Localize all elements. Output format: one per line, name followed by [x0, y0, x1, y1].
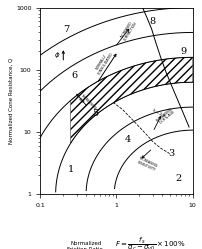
Text: NORMALLY
CONSOLIDATED: NORMALLY CONSOLIDATED: [93, 50, 114, 76]
Text: 1: 1: [67, 165, 74, 174]
Text: INCREASING
SENSITIVITY: INCREASING SENSITIVITY: [136, 156, 158, 173]
Text: 8: 8: [150, 17, 156, 26]
Text: INCREASING
OCR: INCREASING OCR: [77, 94, 97, 114]
Text: Normalized
Friction Ratio,: Normalized Friction Ratio,: [67, 241, 105, 249]
Text: $I_c = 2.6$: $I_c = 2.6$: [150, 106, 168, 121]
Text: INCREASED
COMPACTION: INCREASED COMPACTION: [119, 19, 138, 42]
Text: $F = \dfrac{f_s}{q_c - \sigma_{v0}} \times 100\%$: $F = \dfrac{f_s}{q_c - \sigma_{v0}} \tim…: [115, 235, 185, 249]
Text: 2: 2: [175, 174, 181, 183]
Text: $\phi$: $\phi$: [54, 50, 60, 60]
Text: 5: 5: [92, 109, 98, 118]
Text: 9: 9: [180, 47, 186, 56]
Y-axis label: Normalized Cone Resistance, Q: Normalized Cone Resistance, Q: [8, 58, 13, 144]
Text: 4: 4: [124, 135, 131, 144]
Text: INCREASING
OCR & AGE: INCREASING OCR & AGE: [156, 106, 177, 126]
Text: 7: 7: [63, 25, 69, 34]
Text: 6: 6: [71, 71, 78, 80]
Text: 3: 3: [168, 149, 174, 158]
